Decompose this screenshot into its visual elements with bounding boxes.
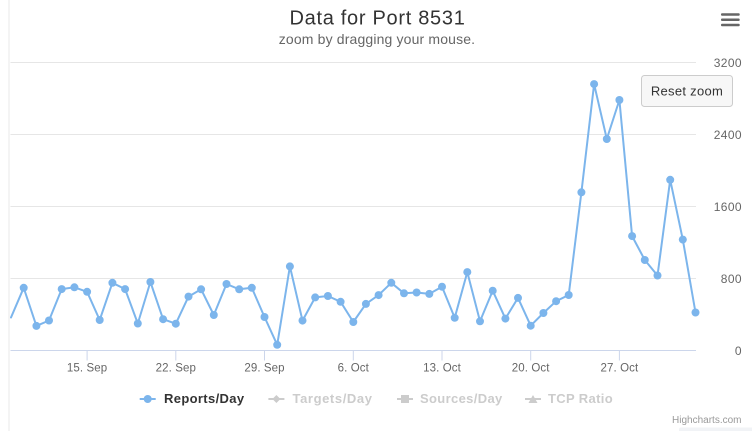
svg-text:Reports/Day: Reports/Day [164, 391, 245, 406]
svg-text:800: 800 [721, 272, 742, 286]
svg-text:6. Oct: 6. Oct [338, 363, 370, 375]
svg-text:20. Oct: 20. Oct [512, 363, 550, 375]
svg-text:29. Sep: 29. Sep [244, 363, 284, 375]
svg-text:27. Oct: 27. Oct [601, 363, 639, 375]
svg-text:TCP Ratio: TCP Ratio [548, 391, 613, 406]
svg-text:Highcharts.com: Highcharts.com [672, 415, 741, 426]
svg-text:zoom by dragging your mouse.: zoom by dragging your mouse. [279, 31, 475, 47]
svg-text:15. Sep: 15. Sep [67, 363, 107, 375]
svg-text:22. Sep: 22. Sep [156, 363, 196, 375]
svg-text:Sources/Day: Sources/Day [420, 391, 503, 406]
svg-text:Targets/Day: Targets/Day [293, 391, 373, 406]
svg-text:0: 0 [735, 344, 742, 358]
svg-text:Reset zoom: Reset zoom [651, 84, 723, 99]
svg-text:1600: 1600 [714, 200, 742, 214]
svg-text:3200: 3200 [714, 56, 742, 70]
svg-text:2400: 2400 [714, 128, 742, 142]
svg-text:Data for Port 8531: Data for Port 8531 [289, 8, 465, 30]
svg-text:13. Oct: 13. Oct [423, 363, 461, 375]
